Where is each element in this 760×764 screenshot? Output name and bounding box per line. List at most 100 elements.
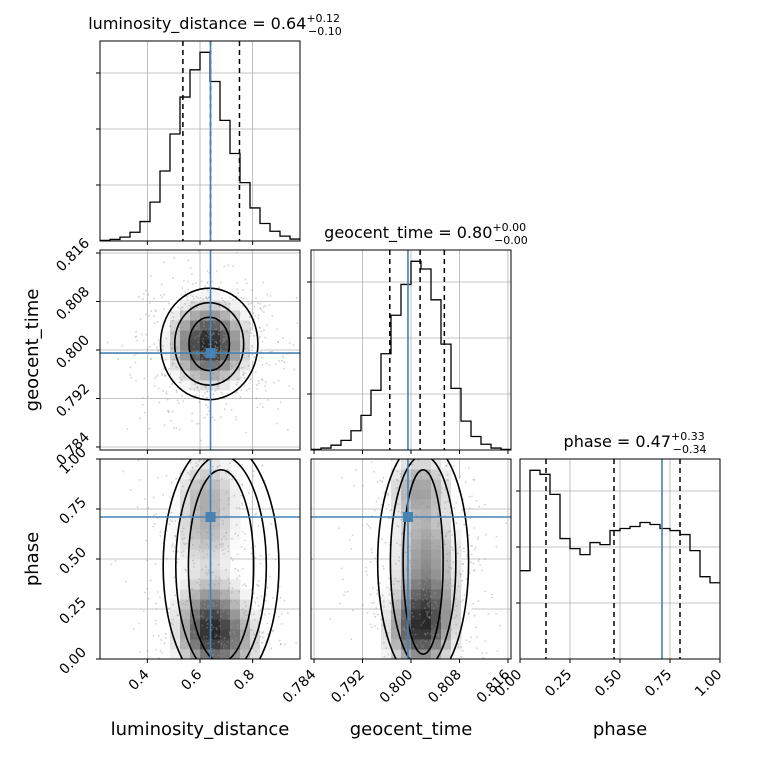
sample-point: [214, 390, 217, 392]
sample-point: [214, 713, 216, 715]
sample-point: [213, 333, 215, 335]
sample-point: [205, 635, 208, 638]
sample-point: [172, 708, 174, 710]
sample-point: [185, 663, 187, 665]
sample-point: [176, 349, 178, 352]
sample-point: [250, 667, 252, 669]
title-value: phase = 0.47: [564, 432, 671, 451]
sample-point: [201, 362, 204, 364]
sample-point: [397, 525, 400, 528]
sample-point: [140, 333, 143, 336]
sample-point: [254, 545, 257, 548]
sample-point: [205, 404, 207, 407]
title-phase: phase = 0.47+0.33 −0.34: [564, 430, 707, 456]
sample-point: [207, 410, 210, 412]
density-cell: [441, 459, 452, 470]
sample-point: [409, 546, 412, 549]
sample-point: [377, 627, 379, 630]
sample-point: [432, 607, 435, 610]
density-cell: [250, 609, 261, 620]
sample-point: [182, 400, 185, 403]
sample-point: [211, 624, 213, 627]
density-cell: [250, 330, 261, 341]
density-cell: [200, 639, 211, 650]
sample-point: [217, 380, 220, 383]
sample-point: [234, 341, 237, 344]
sample-point: [415, 565, 418, 568]
sample-point: [216, 628, 218, 631]
sample-point: [280, 359, 283, 362]
density-cell: [180, 370, 191, 381]
density-cell: [170, 609, 181, 620]
sample-point: [182, 533, 185, 536]
sample-point: [445, 532, 448, 535]
sample-point: [430, 533, 433, 535]
sample-point: [261, 632, 264, 634]
sample-point: [422, 589, 425, 591]
sample-point: [200, 520, 202, 523]
contour-level-2: [376, 459, 470, 659]
sample-point: [240, 623, 243, 625]
sample-point: [161, 374, 164, 377]
density-cell: [441, 549, 452, 560]
sample-point: [191, 620, 194, 623]
sample-point: [182, 350, 185, 352]
sample-point: [197, 354, 200, 356]
sample-point: [171, 364, 174, 367]
density-cell: [411, 569, 422, 580]
density-cell: [200, 370, 211, 381]
sample-point: [370, 626, 373, 629]
sample-point: [165, 391, 168, 393]
sample-point: [169, 607, 171, 610]
sample-point: [174, 535, 177, 538]
sample-point: [227, 617, 230, 620]
sample-point: [238, 344, 241, 347]
sample-point: [177, 402, 180, 404]
sample-point: [219, 592, 222, 595]
sample-point: [389, 509, 392, 512]
sample-point: [225, 366, 228, 368]
sample-point: [202, 612, 205, 615]
sample-point: [398, 559, 400, 562]
sample-point: [207, 532, 210, 534]
sample-point: [192, 543, 194, 546]
density-cell: [260, 639, 271, 650]
sample-point: [422, 543, 424, 546]
histogram-phase: [520, 469, 720, 584]
sample-point: [213, 540, 216, 542]
sample-point: [424, 640, 427, 643]
sample-point: [219, 635, 222, 638]
sample-point: [267, 664, 269, 666]
truth-marker: [402, 512, 413, 522]
density-cell: [230, 639, 241, 650]
density-cell: [451, 489, 462, 500]
y-tick-label: 0.75: [56, 494, 89, 527]
sample-point: [390, 628, 392, 631]
sample-point: [227, 503, 230, 505]
sample-point: [224, 678, 226, 680]
sample-point: [202, 349, 205, 352]
sample-point: [456, 660, 458, 662]
sample-point: [218, 582, 221, 585]
sample-point: [416, 671, 418, 673]
sample-point: [444, 501, 447, 504]
sample-point: [249, 303, 252, 305]
sample-point: [409, 638, 412, 641]
sample-point: [172, 358, 175, 361]
y-tick-label: 0.00: [56, 644, 89, 677]
sample-point: [223, 673, 225, 675]
sample-point: [204, 692, 206, 694]
sample-point: [258, 631, 261, 633]
sample-point: [396, 599, 399, 602]
sample-point: [220, 391, 223, 394]
sample-point: [198, 459, 201, 462]
sample-point: [415, 479, 418, 482]
sample-point: [245, 389, 248, 392]
sample-point: [172, 682, 174, 684]
sample-point: [183, 646, 186, 649]
sample-point: [234, 691, 236, 693]
sample-point: [451, 585, 454, 587]
sample-point: [281, 613, 283, 615]
sample-point: [148, 314, 151, 317]
sample-point: [257, 580, 260, 582]
